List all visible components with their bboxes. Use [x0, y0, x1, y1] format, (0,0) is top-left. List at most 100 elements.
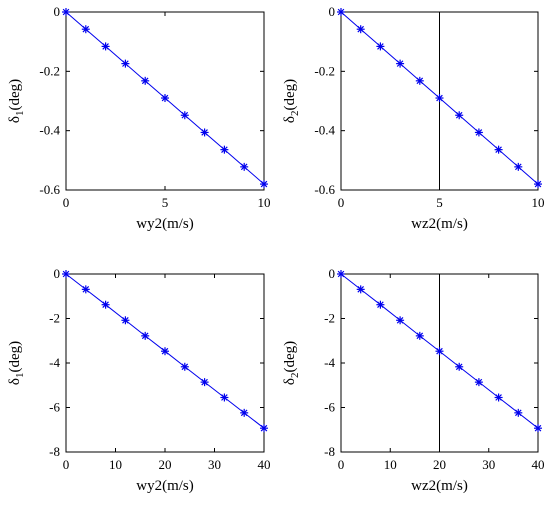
data-point — [514, 162, 523, 171]
data-point — [240, 162, 249, 171]
data-point — [101, 300, 110, 309]
y-axis-label: δ1(deg) — [7, 79, 26, 123]
marker-stroke — [102, 43, 109, 50]
marker-stroke — [357, 25, 365, 33]
data-point — [396, 316, 405, 325]
marker-stroke — [534, 424, 542, 432]
y-tick-label: -0.4 — [39, 123, 60, 138]
x-tick-label: 5 — [162, 195, 169, 210]
y-tick-label: -0.4 — [314, 123, 335, 138]
marker-stroke — [161, 94, 169, 102]
marker-stroke — [201, 378, 208, 386]
y-label-unit: (deg) — [7, 341, 23, 373]
y-tick-label: -0.2 — [314, 63, 335, 78]
data-point — [396, 59, 405, 68]
x-axis-label: wz2(m/s) — [411, 478, 468, 494]
x-tick-label: 10 — [258, 195, 271, 210]
marker-stroke — [102, 301, 109, 309]
y-tick-label: 0 — [54, 266, 61, 281]
y-tick-label: -2 — [324, 311, 335, 326]
y-axis-label: δ2(deg) — [282, 79, 301, 123]
x-tick-label: 10 — [109, 457, 122, 472]
data-point — [376, 300, 385, 309]
marker-stroke — [377, 43, 384, 50]
y-tick-label: -6 — [49, 400, 60, 415]
y-tick-label: 0 — [54, 4, 61, 19]
data-point — [455, 111, 464, 120]
x-tick-label: 5 — [436, 195, 443, 210]
data-point — [81, 285, 90, 294]
y-tick-label: -0.6 — [39, 182, 60, 197]
marker-stroke — [475, 378, 483, 386]
data-point — [356, 25, 365, 34]
data-point — [161, 94, 169, 103]
marker-stroke — [221, 146, 228, 153]
marker-stroke — [260, 424, 268, 432]
data-point — [356, 285, 365, 294]
marker-stroke — [534, 180, 542, 188]
x-tick-label: 10 — [532, 195, 545, 210]
data-point — [494, 393, 503, 402]
y-tick-label: -4 — [49, 355, 60, 370]
x-axis-label: wy2(m/s) — [136, 478, 194, 494]
data-point — [141, 76, 150, 85]
x-tick-label: 10 — [384, 457, 397, 472]
marker-stroke — [201, 129, 208, 136]
marker-stroke — [122, 60, 129, 67]
y-label-subscript: 1 — [14, 373, 26, 379]
y-tick-label: -8 — [324, 444, 335, 459]
marker-stroke — [181, 363, 189, 371]
data-point — [260, 180, 268, 189]
marker-stroke — [337, 270, 345, 278]
data-point — [415, 331, 424, 340]
x-tick-label: 0 — [338, 457, 345, 472]
chart-panel-1: 0 5 10 0 -0.2 -0.4 -0.6 wy2(m/s) δ1(deg) — [7, 4, 271, 232]
x-tick-label: 20 — [159, 457, 172, 472]
x-tick-label: 0 — [63, 195, 70, 210]
marker-stroke — [260, 180, 268, 188]
marker-stroke — [436, 94, 443, 102]
data-point — [435, 347, 444, 356]
marker-stroke — [416, 332, 424, 340]
y-label-symbol: δ — [282, 116, 298, 123]
data-point — [240, 408, 249, 417]
y-tick-label: -6 — [324, 400, 335, 415]
y-label-subscript: 1 — [14, 111, 26, 117]
marker-stroke — [357, 286, 365, 293]
marker-stroke — [475, 129, 483, 136]
y-label-subscript: 2 — [289, 373, 301, 379]
chart-panel-4: 0 10 20 30 40 0 -2 -4 -6 -8 wz2(m/s) δ2(deg) — [282, 266, 545, 494]
marker-stroke — [396, 316, 404, 324]
data-point — [180, 111, 189, 120]
data-point — [81, 25, 90, 34]
marker-stroke — [416, 77, 424, 85]
y-tick-label: -4 — [324, 355, 335, 370]
marker-stroke — [455, 111, 463, 119]
x-axis-label: wy2(m/s) — [136, 216, 194, 232]
marker-stroke — [141, 332, 149, 340]
data-point — [180, 362, 189, 371]
data-point — [337, 8, 345, 16]
x-tick-label: 40 — [532, 457, 545, 472]
y-label-symbol: δ — [7, 116, 23, 123]
data-point — [62, 270, 70, 278]
data-point — [121, 59, 130, 68]
marker-stroke — [141, 77, 149, 85]
marker-stroke — [82, 25, 90, 33]
data-point — [494, 145, 503, 154]
marker-stroke — [82, 286, 90, 293]
marker-stroke — [396, 60, 404, 67]
marker-stroke — [455, 363, 463, 371]
x-tick-label: 40 — [258, 457, 271, 472]
marker-stroke — [62, 8, 70, 16]
marker-stroke — [240, 409, 248, 417]
y-tick-label: 0 — [329, 4, 336, 19]
data-point — [220, 393, 229, 402]
marker-stroke — [181, 111, 189, 119]
chart-panel-3: 0 10 20 30 40 0 -2 -4 -6 -8 wy2(m/s) δ1(deg) — [7, 266, 271, 494]
y-label-subscript: 2 — [289, 111, 301, 117]
marker-stroke — [122, 316, 129, 324]
y-label-unit: (deg) — [282, 341, 298, 373]
data-point — [101, 42, 110, 51]
data-point — [415, 76, 424, 85]
